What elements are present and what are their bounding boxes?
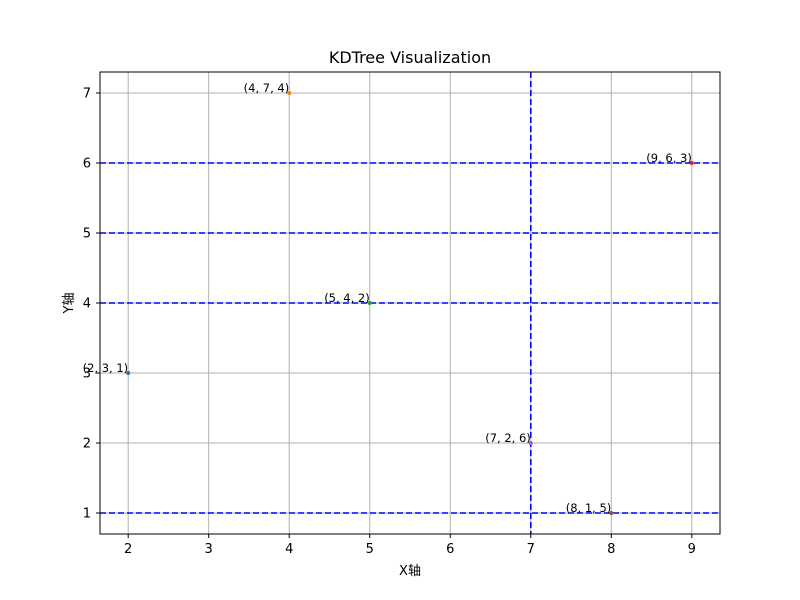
x-tick-label: 8 bbox=[607, 542, 615, 557]
point-label: (5, 4, 2) bbox=[324, 291, 370, 305]
data-point bbox=[126, 371, 131, 375]
y-tick-label: 1 bbox=[83, 507, 91, 522]
data-point bbox=[689, 161, 694, 165]
split-lines bbox=[100, 72, 720, 534]
point-label: (2, 3, 1) bbox=[83, 361, 129, 375]
x-tick-label: 3 bbox=[205, 542, 213, 557]
point-label: (7, 2, 6) bbox=[485, 431, 531, 445]
data-point bbox=[528, 441, 533, 445]
x-tick-label: 2 bbox=[124, 542, 132, 557]
x-tick-label: 9 bbox=[688, 542, 696, 557]
point-label: (8, 1, 5) bbox=[566, 501, 612, 515]
x-tick-label: 5 bbox=[366, 542, 374, 557]
y-tick-label: 7 bbox=[83, 87, 91, 102]
y-axis-label: Y轴 bbox=[62, 293, 77, 315]
x-tick-label: 6 bbox=[446, 542, 454, 557]
y-tick-label: 2 bbox=[83, 437, 91, 452]
axis-ticks: 2 3 4 5 6 7 8 9 1 2 3 4 5 6 7 bbox=[83, 87, 696, 558]
point-label: (4, 7, 4) bbox=[244, 81, 290, 95]
data-points bbox=[126, 91, 694, 515]
y-tick-label: 4 bbox=[83, 297, 91, 312]
x-tick-label: 7 bbox=[527, 542, 535, 557]
data-point bbox=[367, 301, 372, 305]
x-tick-label: 4 bbox=[285, 542, 293, 557]
x-axis-label: X轴 bbox=[399, 564, 421, 579]
point-label: (9, 6, 3) bbox=[646, 151, 692, 165]
data-point bbox=[287, 91, 292, 95]
point-labels: (2, 3, 1) (5, 4, 2) (9, 6, 3) (4, 7, 4) (8, … bbox=[83, 81, 692, 515]
y-tick-label: 6 bbox=[83, 157, 91, 172]
y-tick-label: 5 bbox=[83, 227, 91, 242]
data-point bbox=[609, 511, 614, 515]
chart-title: KDTree Visualization bbox=[329, 48, 491, 67]
y-tick-label: 3 bbox=[83, 367, 91, 382]
